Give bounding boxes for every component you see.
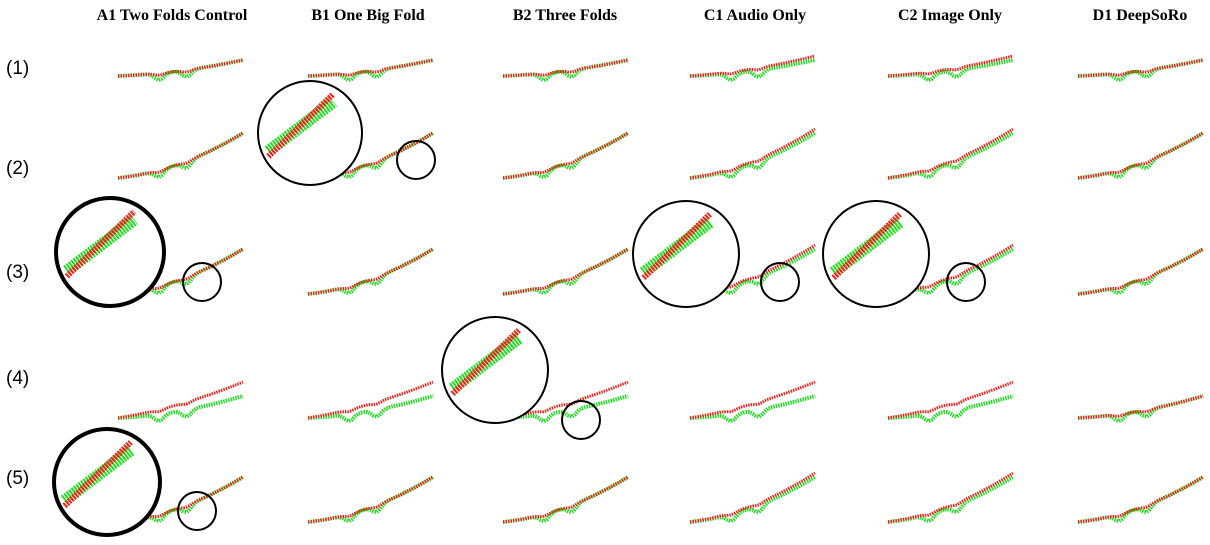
green-shape: [503, 477, 628, 522]
shape-cell: [308, 477, 433, 522]
column-header: C2 Image Only: [898, 7, 1002, 24]
shape-cell: [308, 382, 433, 421]
shape-cell: [118, 382, 243, 421]
green-shape: [308, 249, 433, 294]
green-shape: [308, 477, 433, 522]
column-header: B2 Three Folds: [513, 7, 617, 24]
shape-cell: [118, 133, 243, 178]
column-header: D1 DeepSoRo: [1093, 7, 1188, 24]
shape-cell: [503, 249, 628, 294]
zoom-inset: [442, 317, 600, 439]
green-shape: [118, 133, 243, 178]
red-shape: [118, 133, 243, 178]
figure: A1 Two Folds Control B1 One Big Fold B2 Th…: [0, 0, 1210, 545]
column-header: C1 Audio Only: [704, 7, 806, 24]
zoom-inset: [258, 81, 435, 185]
red-shape: [308, 249, 433, 294]
shape-cell: [1078, 249, 1203, 294]
shape-cell: [888, 56, 1013, 80]
shape-cell: [888, 129, 1013, 178]
zoom-marker: [397, 141, 435, 179]
row-label: (2): [6, 158, 29, 179]
zoom-inset: [56, 198, 221, 306]
shape-cell: [503, 133, 628, 178]
shape-cell: [118, 60, 243, 80]
green-shape: [1078, 133, 1203, 178]
red-shape: [1078, 477, 1203, 522]
green-shape: [888, 396, 1013, 421]
shape-cell: [888, 473, 1013, 522]
shape-cell: [690, 473, 815, 522]
zoom-inset: [823, 201, 985, 307]
green-shape: [1078, 477, 1203, 522]
green-shape: [888, 133, 1013, 178]
green-shape: [503, 249, 628, 294]
red-shape: [1078, 60, 1203, 76]
green-shape: [690, 477, 815, 522]
red-shape: [308, 477, 433, 522]
zoom-marker: [761, 263, 799, 301]
red-shape: [308, 60, 433, 76]
shape-cell: [1078, 477, 1203, 522]
green-shape: [690, 133, 815, 178]
green-shape: [690, 396, 815, 421]
red-shape: [1078, 249, 1203, 294]
red-shape: [888, 473, 1013, 522]
green-shape: [503, 133, 628, 178]
red-shape: [118, 60, 243, 76]
row-label: (4): [6, 368, 29, 389]
zoom-inset: [633, 201, 799, 307]
shape-cell: [503, 477, 628, 522]
column-header: A1 Two Folds Control: [97, 7, 248, 24]
green-shape: [118, 396, 243, 421]
red-shape: [503, 477, 628, 522]
red-shape: [888, 129, 1013, 178]
shape-cell: [690, 382, 815, 421]
zoom-inset: [54, 429, 216, 535]
shape-cell: [308, 249, 433, 294]
green-shape: [888, 477, 1013, 522]
red-shape: [503, 249, 628, 294]
shape-cell: [1078, 60, 1203, 80]
red-shape: [690, 129, 815, 178]
green-shape: [308, 396, 433, 421]
red-shape: [690, 473, 815, 522]
green-shape: [1078, 249, 1203, 294]
shape-cell: [1078, 133, 1203, 178]
row-label: (1): [6, 58, 29, 79]
red-shape: [503, 133, 628, 178]
shape-cell: [690, 56, 815, 80]
shape-cell: [308, 60, 433, 80]
red-shape: [690, 56, 815, 76]
row-label: (5): [6, 468, 29, 489]
column-header: B1 One Big Fold: [311, 7, 424, 24]
shape-cell: [1078, 396, 1203, 421]
red-shape: [503, 60, 628, 76]
red-shape: [1078, 133, 1203, 178]
red-shape: [888, 56, 1013, 76]
shape-cell: [503, 60, 628, 80]
shape-cell: [690, 129, 815, 178]
row-label: (3): [6, 262, 29, 283]
shape-cell: [888, 382, 1013, 421]
